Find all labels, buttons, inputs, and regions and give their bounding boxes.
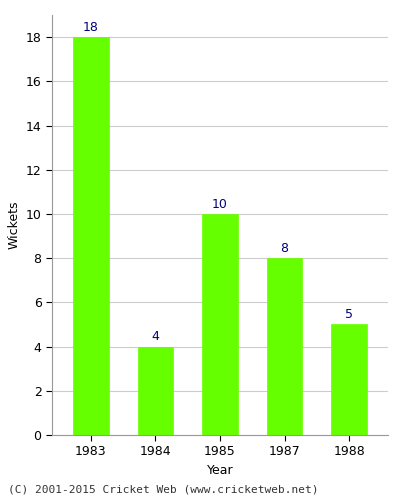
Bar (73, 37, 108, 435)
Text: 8: 8 (281, 242, 289, 255)
Bar (267, 258, 302, 435)
Text: 18: 18 (83, 21, 99, 34)
Text: (C) 2001-2015 Cricket Web (www.cricketweb.net): (C) 2001-2015 Cricket Web (www.cricketwe… (8, 484, 318, 494)
Y-axis label: Wickets: Wickets (7, 200, 20, 249)
Text: 10: 10 (212, 198, 228, 210)
Bar (332, 324, 367, 435)
Text: 4: 4 (152, 330, 159, 344)
X-axis label: Year: Year (207, 464, 233, 477)
Text: 5: 5 (345, 308, 353, 321)
Bar (138, 346, 173, 435)
Bar (202, 214, 238, 435)
